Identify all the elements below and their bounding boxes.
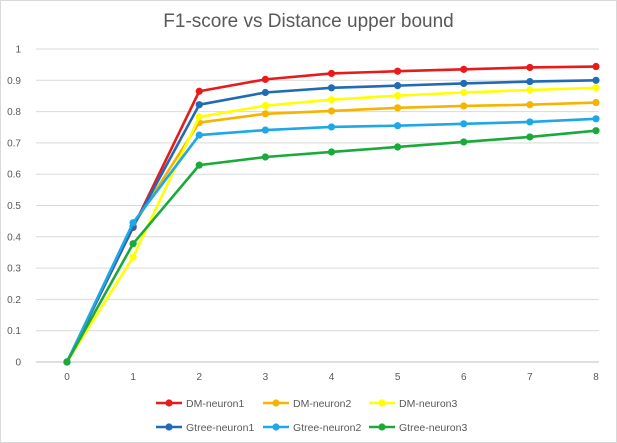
legend-label: DM-neuron2 <box>293 398 352 410</box>
data-point <box>129 240 137 248</box>
data-point <box>394 104 402 112</box>
legend-marker <box>272 423 280 431</box>
x-tick-label: 3 <box>263 372 269 383</box>
data-point <box>129 253 137 261</box>
legend-label: Gtree-neuron3 <box>399 422 467 434</box>
data-point <box>460 120 468 128</box>
data-point <box>327 148 336 156</box>
data-point <box>460 88 468 97</box>
y-tick-label: 0 <box>15 358 21 369</box>
x-tick-label: 0 <box>64 372 70 383</box>
legend-label: Gtree-neuron2 <box>293 422 361 434</box>
data-point <box>261 153 269 161</box>
data-point <box>261 110 269 118</box>
data-point <box>327 96 336 104</box>
data-point <box>195 161 203 169</box>
data-point <box>394 92 402 100</box>
data-point <box>592 115 600 123</box>
data-point <box>327 84 336 92</box>
data-point <box>195 113 203 121</box>
legend-label: DM-neuron3 <box>399 398 458 410</box>
data-point <box>592 127 600 135</box>
y-tick-label: 0.2 <box>7 295 21 306</box>
data-point <box>195 131 203 139</box>
data-point <box>526 77 534 86</box>
y-tick-label: 0.8 <box>7 107 21 118</box>
y-tick-label: 0.6 <box>7 170 21 181</box>
data-point <box>460 65 468 73</box>
data-point <box>261 126 269 134</box>
x-tick-label: 2 <box>196 372 202 383</box>
data-point <box>592 62 600 71</box>
data-point <box>261 75 269 83</box>
data-point <box>394 67 402 75</box>
data-point <box>129 219 137 227</box>
x-tick-label: 6 <box>461 372 467 383</box>
data-point <box>63 358 71 366</box>
data-point <box>394 82 402 90</box>
data-point <box>460 79 468 88</box>
data-point <box>460 102 468 110</box>
y-tick-label: 0.5 <box>7 201 21 212</box>
data-point <box>394 143 402 151</box>
series-line <box>65 129 597 363</box>
data-point <box>592 98 600 107</box>
y-tick-label: 1 <box>15 45 21 56</box>
legend-label: Gtree-neuron1 <box>186 422 254 434</box>
data-point <box>592 76 600 84</box>
data-point <box>195 101 203 109</box>
data-point <box>195 87 203 95</box>
data-point <box>327 107 336 115</box>
data-point <box>261 102 269 110</box>
y-tick-label: 0.9 <box>7 76 21 87</box>
legend-marker <box>272 399 280 407</box>
y-tick-label: 0.7 <box>7 138 21 149</box>
y-tick-label: 0.1 <box>7 326 21 337</box>
data-point <box>526 101 534 109</box>
legend-marker <box>378 399 386 407</box>
data-point <box>327 123 336 131</box>
x-tick-label: 1 <box>130 372 136 383</box>
data-point <box>327 69 336 78</box>
data-point <box>526 63 534 72</box>
legend-marker <box>378 423 386 431</box>
x-tick-label: 8 <box>593 372 599 383</box>
x-tick-label: 5 <box>395 372 401 383</box>
x-tick-label: 7 <box>527 372 533 383</box>
data-point <box>460 138 468 146</box>
legend-marker <box>165 399 173 407</box>
chart-title: F1-score vs Distance upper bound <box>163 11 454 32</box>
data-point <box>394 122 402 130</box>
y-tick-label: 0.3 <box>7 264 21 275</box>
data-point <box>592 84 600 92</box>
data-point <box>526 86 534 94</box>
legend-label: DM-neuron1 <box>186 398 245 410</box>
y-tick-label: 0.4 <box>7 232 21 243</box>
series-line <box>65 101 597 363</box>
x-tick-label: 4 <box>329 372 335 383</box>
data-point <box>261 88 269 97</box>
data-point <box>526 133 534 141</box>
data-point <box>526 118 534 126</box>
legend-marker <box>165 423 173 431</box>
